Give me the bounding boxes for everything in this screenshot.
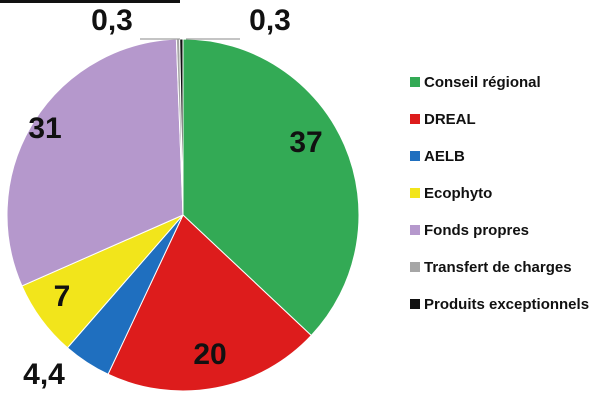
legend-label: Ecophyto xyxy=(424,184,493,202)
pie-slice-2 xyxy=(107,214,313,392)
legend-label: AELB xyxy=(424,147,465,165)
pie-slice-1 xyxy=(182,38,360,337)
legend-label: Produits exceptionnels xyxy=(424,295,590,313)
legend-label: Conseil régional xyxy=(424,73,541,91)
top-rule xyxy=(0,0,180,3)
legend-item: DREAL xyxy=(410,109,610,129)
pie-slices xyxy=(6,38,360,392)
legend-swatch xyxy=(410,151,420,161)
legend: Conseil régional DREAL AELB Ecophyto Fonds p… xyxy=(410,72,610,331)
legend-swatch xyxy=(410,188,420,198)
data-label-1: 37 xyxy=(289,126,322,159)
legend-label: Fonds propres xyxy=(424,221,530,239)
legend-label: Transfert de charges xyxy=(424,258,572,276)
legend-label: DREAL xyxy=(424,110,476,128)
legend-swatch xyxy=(410,262,420,272)
data-label-2: 20 xyxy=(193,338,226,371)
data-label-7: 0,3 xyxy=(91,4,133,37)
legend-item: Fonds propres xyxy=(410,220,610,240)
data-label-6: 0,3 xyxy=(249,4,291,37)
legend-swatch xyxy=(410,299,420,309)
data-label-5: 31 xyxy=(28,112,61,145)
legend-swatch xyxy=(410,225,420,235)
legend-item: AELB xyxy=(410,146,610,166)
data-labels: 37 20 4,4 7 31 0,3 0,3 xyxy=(23,4,323,391)
legend-item: Ecophyto xyxy=(410,183,610,203)
data-label-4: 7 xyxy=(54,280,71,313)
legend-swatch xyxy=(410,114,420,124)
legend-swatch xyxy=(410,77,420,87)
legend-item: Produits exceptionnels xyxy=(410,294,610,314)
legend-item: Transfert de charges xyxy=(410,257,610,277)
data-label-3: 4,4 xyxy=(23,358,65,391)
legend-item: Conseil régional xyxy=(410,72,610,92)
pie-slice-5 xyxy=(6,38,184,287)
